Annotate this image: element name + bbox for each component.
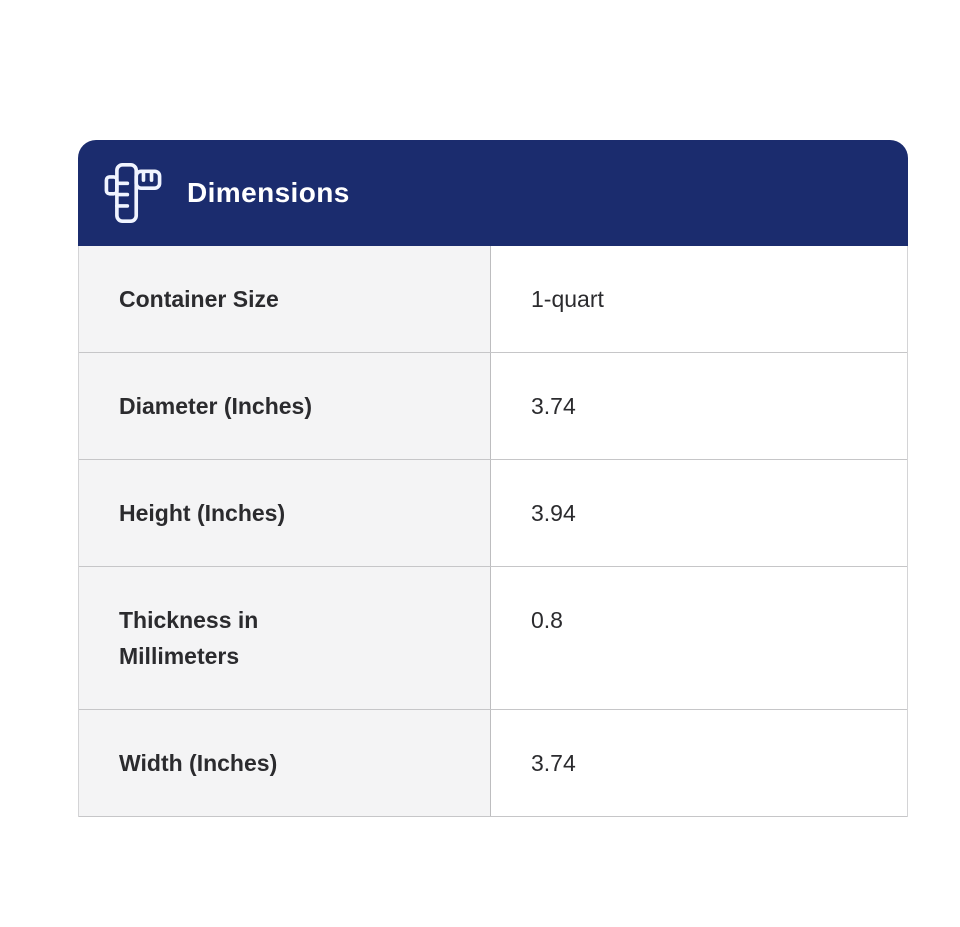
spec-label: Width (Inches) [79,710,491,816]
spec-value-text: 3.74 [531,750,576,776]
spec-value: 3.94 [491,460,907,566]
table-row: Diameter (Inches) 3.74 [79,353,907,460]
dimensions-table: Container Size 1-quart Diameter (Inches)… [78,246,908,817]
dimensions-card: Dimensions Container Size 1-quart Diamet… [78,140,908,817]
spec-label-text: Width (Inches) [119,750,278,776]
table-row: Thickness in Millimeters 0.8 [79,567,907,710]
spec-label: Container Size [79,246,491,352]
spec-label-text: Height (Inches) [119,500,286,526]
spec-label-text: Container Size [119,286,279,312]
dimensions-header: Dimensions [78,140,908,246]
spec-value: 1-quart [491,246,907,352]
table-row: Height (Inches) 3.94 [79,460,907,567]
spec-label: Thickness in Millimeters [79,567,491,709]
spec-value: 0.8 [491,567,907,709]
spec-label: Height (Inches) [79,460,491,566]
spec-value: 3.74 [491,710,907,816]
card-title: Dimensions [187,177,350,208]
table-row: Width (Inches) 3.74 [79,710,907,817]
spec-value-text: 3.94 [531,500,576,526]
spec-value-text: 0.8 [531,607,563,633]
spec-label: Diameter (Inches) [79,353,491,459]
spec-label-text: Diameter (Inches) [119,393,313,419]
spec-value-text: 1-quart [531,286,604,312]
ruler-icon [103,161,163,225]
spec-value-text: 3.74 [531,393,576,419]
spec-value: 3.74 [491,353,907,459]
table-row: Container Size 1-quart [79,246,907,353]
spec-label-text: Thickness in Millimeters [119,607,259,669]
